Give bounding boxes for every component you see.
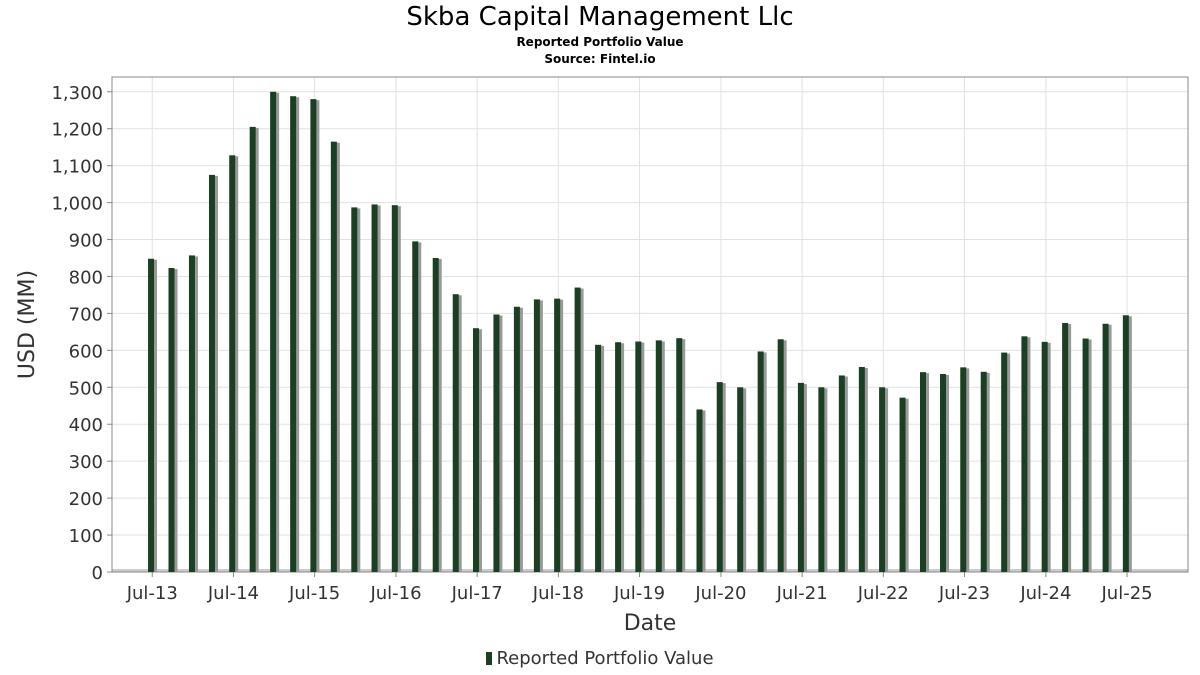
bar [310,99,317,572]
bar [737,387,744,572]
bar [1041,341,1048,572]
y-tick-label: 300 [69,452,103,473]
y-tick-label: 700 [69,304,103,325]
y-tick-label: 1,200 [51,120,103,141]
bar [635,341,642,572]
x-tick-label: Jul-17 [451,583,503,604]
x-tick-label: Jul-18 [532,583,584,604]
bar [371,204,378,572]
bar [1122,315,1129,572]
bar [493,314,500,572]
bar [412,241,419,572]
x-axis-ticks: Jul-13 Jul-14 Jul-15 Jul-16 Jul-17 Jul-18 Jul-… [126,572,1153,604]
y-tick-label: 800 [69,267,103,288]
y-tick-label: 100 [69,526,103,547]
bar [920,372,927,572]
x-tick-label: Jul-20 [694,583,746,604]
bar [655,340,662,572]
bar [777,339,784,572]
bar [1021,336,1028,572]
bar [1001,352,1008,572]
bar [574,287,581,572]
y-tick-label: 1,100 [51,157,103,178]
bar [696,409,703,572]
baseline [112,569,1188,572]
bar [270,91,277,572]
x-tick-label: Jul-16 [369,583,421,604]
bar [472,328,479,572]
x-axis-label: Date [624,611,677,636]
chart-title: Skba Capital Management Llc [406,2,794,32]
bar [208,174,215,572]
bar [168,267,175,572]
y-tick-label: 500 [69,378,103,399]
y-tick-label: 600 [69,341,103,362]
bar [858,366,865,572]
chart-subtitle: Reported Portfolio Value [516,35,684,49]
bar [533,299,540,572]
bar [513,306,520,572]
bar [818,387,825,572]
bar [757,351,764,572]
bar [838,375,845,572]
y-tick-label: 0 [92,563,103,584]
y-tick-label: 200 [69,489,103,510]
bar [148,258,155,572]
x-tick-label: Jul-13 [126,583,178,604]
bar [980,371,987,572]
bar [188,255,195,573]
bar [899,397,906,572]
x-tick-label: Jul-25 [1100,583,1152,604]
bar [1082,338,1089,572]
bar [249,126,256,573]
bar [595,344,602,572]
chart-source: Source: Fintel.io [544,52,656,66]
x-tick-label: Jul-21 [776,583,828,604]
bar [940,374,947,572]
bar [554,298,561,572]
y-tick-label: 900 [69,231,103,252]
y-tick-label: 1,300 [51,83,103,104]
bar [676,338,683,572]
bar [432,258,439,572]
bar [797,382,804,572]
bar [615,342,622,572]
plot-area [111,76,1189,573]
x-tick-label: Jul-15 [288,583,340,604]
legend-swatch [486,652,493,665]
bar [879,387,886,572]
legend: Reported Portfolio Value [0,648,1200,669]
x-tick-label: Jul-22 [857,583,909,604]
bar [330,141,337,573]
bar [452,294,459,572]
y-axis-ticks: 0 100 200 300 400 500 600 700 800 900 1,000 1,100 1,… [51,83,112,584]
y-tick-label: 400 [69,415,103,436]
x-tick-label: Jul-23 [938,583,990,604]
bar [716,382,723,572]
x-tick-label: Jul-14 [207,583,259,604]
y-tick-label: 1,000 [51,194,103,215]
bar [960,367,967,572]
bar [1062,323,1069,572]
bar [351,207,358,573]
bar [290,96,297,572]
legend-label: Reported Portfolio Value [496,648,714,669]
bars [148,91,1132,573]
y-axis-label: USD (MM) [15,270,40,379]
x-tick-label: Jul-19 [613,583,665,604]
x-tick-label: Jul-24 [1019,583,1071,604]
bar [391,205,398,572]
bar [229,155,236,573]
bar [1102,323,1109,572]
